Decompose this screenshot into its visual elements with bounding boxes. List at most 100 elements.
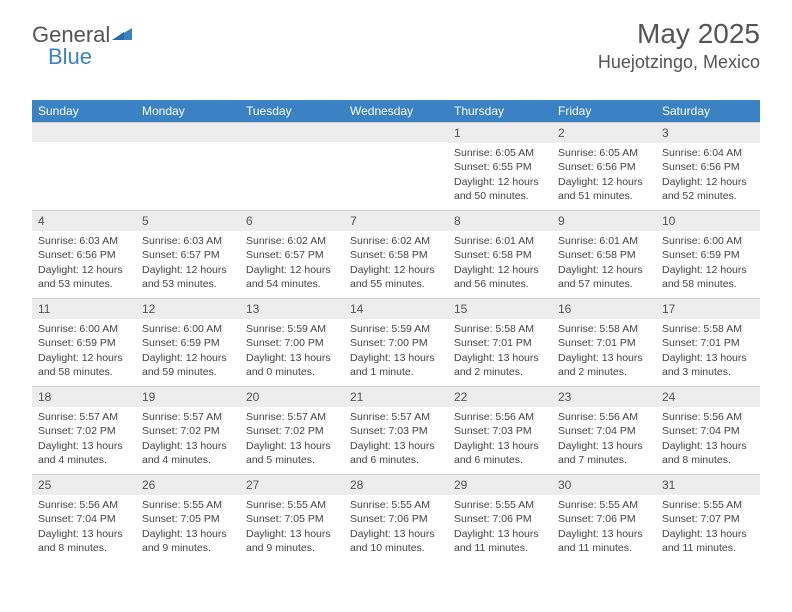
daylight-text: Daylight: 13 hours and 8 minutes. xyxy=(38,527,130,555)
calendar-cell: 4Sunrise: 6:03 AMSunset: 6:56 PMDaylight… xyxy=(32,210,136,298)
sunrise-text: Sunrise: 5:57 AM xyxy=(350,410,442,424)
sunrise-text: Sunrise: 5:55 AM xyxy=(662,498,754,512)
sunrise-text: Sunrise: 5:55 AM xyxy=(454,498,546,512)
calendar-cell: 3Sunrise: 6:04 AMSunset: 6:56 PMDaylight… xyxy=(656,122,760,210)
sunrise-text: Sunrise: 6:05 AM xyxy=(558,146,650,160)
cell-body: Sunrise: 5:56 AMSunset: 7:04 PMDaylight:… xyxy=(32,495,136,561)
cell-body: Sunrise: 6:03 AMSunset: 6:57 PMDaylight:… xyxy=(136,231,240,297)
day-header-cell: Sunday xyxy=(32,100,136,122)
date-number: 10 xyxy=(656,211,760,231)
daylight-text: Daylight: 13 hours and 4 minutes. xyxy=(38,439,130,467)
cell-body: Sunrise: 5:56 AMSunset: 7:04 PMDaylight:… xyxy=(656,407,760,473)
cell-body: Sunrise: 5:57 AMSunset: 7:03 PMDaylight:… xyxy=(344,407,448,473)
daylight-text: Daylight: 12 hours and 57 minutes. xyxy=(558,263,650,291)
date-number xyxy=(32,123,136,142)
day-header-cell: Monday xyxy=(136,100,240,122)
date-number: 9 xyxy=(552,211,656,231)
date-number: 16 xyxy=(552,299,656,319)
daylight-text: Daylight: 12 hours and 59 minutes. xyxy=(142,351,234,379)
daylight-text: Daylight: 13 hours and 1 minute. xyxy=(350,351,442,379)
calendar-cell: 25Sunrise: 5:56 AMSunset: 7:04 PMDayligh… xyxy=(32,474,136,562)
date-number: 6 xyxy=(240,211,344,231)
sunrise-text: Sunrise: 6:04 AM xyxy=(662,146,754,160)
calendar-week: 18Sunrise: 5:57 AMSunset: 7:02 PMDayligh… xyxy=(32,386,760,474)
daylight-text: Daylight: 13 hours and 7 minutes. xyxy=(558,439,650,467)
sunset-text: Sunset: 7:00 PM xyxy=(350,336,442,350)
day-header-row: SundayMondayTuesdayWednesdayThursdayFrid… xyxy=(32,100,760,122)
daylight-text: Daylight: 12 hours and 53 minutes. xyxy=(38,263,130,291)
date-number: 7 xyxy=(344,211,448,231)
daylight-text: Daylight: 12 hours and 53 minutes. xyxy=(142,263,234,291)
date-number: 8 xyxy=(448,211,552,231)
date-number xyxy=(240,123,344,142)
logo-text-blue: Blue xyxy=(48,44,92,69)
date-number: 27 xyxy=(240,475,344,495)
daylight-text: Daylight: 13 hours and 3 minutes. xyxy=(662,351,754,379)
cell-body: Sunrise: 5:58 AMSunset: 7:01 PMDaylight:… xyxy=(656,319,760,385)
logo-text-blue-wrap: Blue xyxy=(48,44,92,70)
sunrise-text: Sunrise: 5:57 AM xyxy=(246,410,338,424)
cell-body: Sunrise: 5:59 AMSunset: 7:00 PMDaylight:… xyxy=(344,319,448,385)
calendar-cell: 28Sunrise: 5:55 AMSunset: 7:06 PMDayligh… xyxy=(344,474,448,562)
cell-body: Sunrise: 5:55 AMSunset: 7:07 PMDaylight:… xyxy=(656,495,760,561)
cell-body: Sunrise: 5:56 AMSunset: 7:03 PMDaylight:… xyxy=(448,407,552,473)
date-number: 19 xyxy=(136,387,240,407)
sunset-text: Sunset: 6:56 PM xyxy=(558,160,650,174)
sunset-text: Sunset: 6:55 PM xyxy=(454,160,546,174)
daylight-text: Daylight: 13 hours and 11 minutes. xyxy=(558,527,650,555)
sunrise-text: Sunrise: 6:00 AM xyxy=(142,322,234,336)
calendar-cell: 5Sunrise: 6:03 AMSunset: 6:57 PMDaylight… xyxy=(136,210,240,298)
sunrise-text: Sunrise: 5:58 AM xyxy=(454,322,546,336)
daylight-text: Daylight: 12 hours and 56 minutes. xyxy=(454,263,546,291)
sunset-text: Sunset: 7:06 PM xyxy=(454,512,546,526)
sunrise-text: Sunrise: 5:58 AM xyxy=(558,322,650,336)
calendar-cell: 7Sunrise: 6:02 AMSunset: 6:58 PMDaylight… xyxy=(344,210,448,298)
calendar-cell: 13Sunrise: 5:59 AMSunset: 7:00 PMDayligh… xyxy=(240,298,344,386)
calendar-cell: 22Sunrise: 5:56 AMSunset: 7:03 PMDayligh… xyxy=(448,386,552,474)
calendar-cell: 11Sunrise: 6:00 AMSunset: 6:59 PMDayligh… xyxy=(32,298,136,386)
sunset-text: Sunset: 6:59 PM xyxy=(142,336,234,350)
sunrise-text: Sunrise: 6:03 AM xyxy=(142,234,234,248)
day-header-cell: Saturday xyxy=(656,100,760,122)
sunset-text: Sunset: 7:01 PM xyxy=(558,336,650,350)
sunset-text: Sunset: 6:57 PM xyxy=(142,248,234,262)
cell-body xyxy=(344,142,448,204)
calendar-cell: 30Sunrise: 5:55 AMSunset: 7:06 PMDayligh… xyxy=(552,474,656,562)
date-number: 12 xyxy=(136,299,240,319)
daylight-text: Daylight: 12 hours and 52 minutes. xyxy=(662,175,754,203)
sunrise-text: Sunrise: 6:00 AM xyxy=(662,234,754,248)
daylight-text: Daylight: 13 hours and 2 minutes. xyxy=(558,351,650,379)
sunrise-text: Sunrise: 6:03 AM xyxy=(38,234,130,248)
daylight-text: Daylight: 12 hours and 51 minutes. xyxy=(558,175,650,203)
calendar-cell: 24Sunrise: 5:56 AMSunset: 7:04 PMDayligh… xyxy=(656,386,760,474)
date-number: 26 xyxy=(136,475,240,495)
sunset-text: Sunset: 7:06 PM xyxy=(558,512,650,526)
daylight-text: Daylight: 13 hours and 6 minutes. xyxy=(454,439,546,467)
daylight-text: Daylight: 12 hours and 58 minutes. xyxy=(662,263,754,291)
cell-body: Sunrise: 5:59 AMSunset: 7:00 PMDaylight:… xyxy=(240,319,344,385)
date-number: 15 xyxy=(448,299,552,319)
sunset-text: Sunset: 6:56 PM xyxy=(38,248,130,262)
calendar-cell: 1Sunrise: 6:05 AMSunset: 6:55 PMDaylight… xyxy=(448,122,552,210)
calendar-cell xyxy=(32,122,136,210)
date-number: 31 xyxy=(656,475,760,495)
date-number: 13 xyxy=(240,299,344,319)
sunset-text: Sunset: 7:05 PM xyxy=(246,512,338,526)
date-number: 21 xyxy=(344,387,448,407)
calendar-cell: 2Sunrise: 6:05 AMSunset: 6:56 PMDaylight… xyxy=(552,122,656,210)
calendar-cell: 14Sunrise: 5:59 AMSunset: 7:00 PMDayligh… xyxy=(344,298,448,386)
sunrise-text: Sunrise: 6:02 AM xyxy=(246,234,338,248)
daylight-text: Daylight: 13 hours and 5 minutes. xyxy=(246,439,338,467)
sunset-text: Sunset: 7:06 PM xyxy=(350,512,442,526)
sunrise-text: Sunrise: 5:55 AM xyxy=(246,498,338,512)
sunrise-text: Sunrise: 6:05 AM xyxy=(454,146,546,160)
header: May 2025 Huejotzingo, Mexico xyxy=(598,18,760,73)
sunset-text: Sunset: 7:01 PM xyxy=(454,336,546,350)
daylight-text: Daylight: 13 hours and 8 minutes. xyxy=(662,439,754,467)
cell-body: Sunrise: 6:01 AMSunset: 6:58 PMDaylight:… xyxy=(552,231,656,297)
cell-body xyxy=(240,142,344,204)
cell-body: Sunrise: 6:02 AMSunset: 6:58 PMDaylight:… xyxy=(344,231,448,297)
sunset-text: Sunset: 6:57 PM xyxy=(246,248,338,262)
sunset-text: Sunset: 7:02 PM xyxy=(142,424,234,438)
sunset-text: Sunset: 6:56 PM xyxy=(662,160,754,174)
